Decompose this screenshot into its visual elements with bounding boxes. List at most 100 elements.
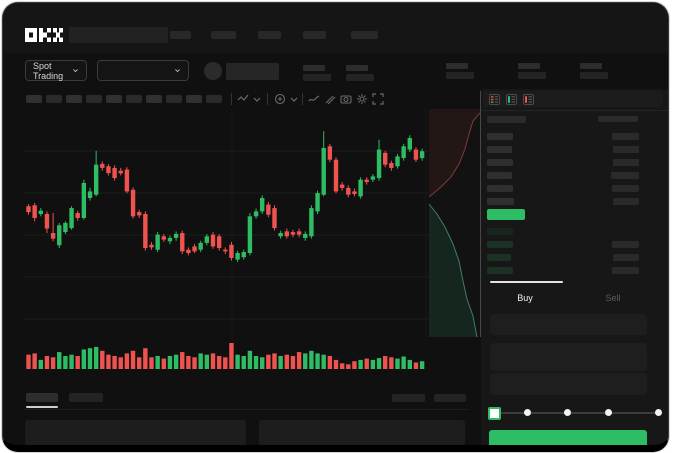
bid-row[interactable] bbox=[487, 251, 639, 264]
active-tab-indicator bbox=[490, 281, 563, 283]
buy-submit-button[interactable] bbox=[489, 430, 647, 445]
orderbook-price-header bbox=[487, 116, 526, 123]
amount-input[interactable] bbox=[490, 343, 647, 371]
candle-style-icon[interactable] bbox=[237, 93, 249, 105]
ask-row[interactable] bbox=[487, 169, 639, 182]
toolbar-block-placeholder[interactable] bbox=[106, 95, 122, 103]
amount-slider-track[interactable] bbox=[493, 412, 658, 414]
tab-sell[interactable]: Sell bbox=[605, 293, 621, 303]
toolbar-block-placeholder[interactable] bbox=[46, 95, 62, 103]
nav-item-placeholder[interactable] bbox=[351, 31, 378, 39]
volume-bar bbox=[124, 353, 130, 369]
candle-body bbox=[376, 149, 382, 179]
volume-bar bbox=[260, 357, 265, 369]
candle-body bbox=[149, 244, 154, 248]
bid-row[interactable] bbox=[487, 238, 639, 251]
ask-row[interactable] bbox=[487, 195, 639, 208]
volume-bar bbox=[180, 352, 185, 369]
toolbar-block-placeholder[interactable] bbox=[166, 95, 182, 103]
total-input[interactable] bbox=[490, 373, 647, 395]
depth-bids-line bbox=[429, 203, 478, 337]
bottom-tab-active[interactable] bbox=[26, 393, 58, 402]
chevron-down-icon[interactable] bbox=[253, 93, 261, 105]
nav-search-placeholder[interactable] bbox=[69, 27, 168, 43]
candle-body bbox=[346, 187, 351, 195]
volume-bar bbox=[143, 348, 148, 369]
line-tool-icon[interactable] bbox=[308, 93, 320, 105]
draw-tool-icon[interactable] bbox=[324, 93, 336, 105]
volume-bar bbox=[383, 356, 388, 369]
divider bbox=[23, 409, 469, 410]
volume-bar bbox=[229, 343, 234, 369]
toolbar-block-placeholder[interactable] bbox=[126, 95, 142, 103]
ticker-stat bbox=[446, 63, 474, 79]
market-type-selector[interactable]: Spot Trading bbox=[25, 60, 87, 81]
nav-item-placeholder[interactable] bbox=[303, 31, 326, 39]
slider-step-dot[interactable] bbox=[563, 409, 571, 416]
ask-row[interactable] bbox=[487, 182, 639, 195]
bottom-action-placeholder[interactable] bbox=[434, 394, 466, 402]
volume-bar bbox=[32, 353, 37, 369]
orderbook-view-both-icon[interactable] bbox=[489, 94, 500, 105]
bottom-action-placeholder[interactable] bbox=[392, 394, 425, 402]
orderbook bbox=[487, 130, 639, 277]
slider-step-dot[interactable] bbox=[523, 409, 531, 416]
candle-body bbox=[124, 169, 130, 192]
candle-body bbox=[57, 225, 62, 246]
volume-bar bbox=[137, 357, 142, 369]
toolbar-block-placeholder[interactable] bbox=[66, 95, 82, 103]
amount-slider-handle[interactable] bbox=[488, 407, 501, 420]
nav-item-placeholder[interactable] bbox=[258, 31, 281, 39]
candle-body bbox=[130, 189, 136, 217]
volume-bar bbox=[69, 354, 74, 369]
ticker-stat bbox=[303, 65, 331, 81]
candle-body bbox=[87, 191, 93, 199]
volume-bar bbox=[376, 358, 382, 369]
volume-bar bbox=[63, 356, 68, 369]
panel-divider[interactable] bbox=[480, 91, 481, 337]
candle-body bbox=[370, 176, 376, 180]
toolbar-block-placeholder[interactable] bbox=[186, 95, 202, 103]
ask-row[interactable] bbox=[487, 130, 639, 143]
toolbar-block-placeholder[interactable] bbox=[206, 95, 222, 103]
bottom-tab[interactable] bbox=[69, 393, 103, 402]
pair-selector-dropdown[interactable] bbox=[97, 60, 189, 81]
ticker-stat bbox=[518, 63, 546, 79]
toolbar-block-placeholder[interactable] bbox=[26, 95, 42, 103]
nav-item-placeholder[interactable] bbox=[211, 31, 236, 39]
camera-icon[interactable] bbox=[340, 93, 352, 105]
candle-body bbox=[296, 231, 302, 235]
indicators-icon[interactable] bbox=[274, 93, 286, 105]
volume-bar bbox=[173, 354, 179, 369]
volume-bar bbox=[272, 353, 277, 369]
orderbook-view-asks-icon[interactable] bbox=[523, 94, 534, 105]
candle-body bbox=[173, 233, 179, 238]
volume-bar bbox=[389, 357, 394, 369]
candle-body bbox=[106, 166, 111, 174]
ask-row[interactable] bbox=[487, 143, 639, 156]
volume-bar bbox=[296, 352, 302, 369]
price-input[interactable] bbox=[490, 314, 647, 335]
okx-logo-icon[interactable] bbox=[25, 28, 63, 42]
volume-chart bbox=[26, 343, 425, 369]
candlestick-chart[interactable] bbox=[23, 109, 433, 341]
nav-item-placeholder[interactable] bbox=[170, 31, 191, 39]
settings-gear-icon[interactable] bbox=[356, 93, 368, 105]
bid-row[interactable] bbox=[487, 225, 639, 238]
volume-bar bbox=[155, 356, 160, 369]
toolbar-block-placeholder[interactable] bbox=[86, 95, 102, 103]
toolbar-block-placeholder[interactable] bbox=[146, 95, 162, 103]
candle-body bbox=[180, 233, 185, 252]
fullscreen-icon[interactable] bbox=[372, 93, 384, 105]
slider-step-dot[interactable] bbox=[604, 409, 612, 416]
volume-bar bbox=[247, 350, 253, 369]
tab-buy[interactable]: Buy bbox=[517, 293, 533, 303]
candle-body bbox=[143, 213, 148, 249]
orderbook-view-bids-icon[interactable] bbox=[506, 94, 517, 105]
slider-step-dot[interactable] bbox=[654, 409, 662, 416]
ask-row[interactable] bbox=[487, 156, 639, 169]
candle-body bbox=[333, 159, 339, 192]
chevron-down-icon[interactable] bbox=[290, 93, 298, 105]
bid-row[interactable] bbox=[487, 264, 639, 277]
candle-body bbox=[272, 208, 277, 229]
